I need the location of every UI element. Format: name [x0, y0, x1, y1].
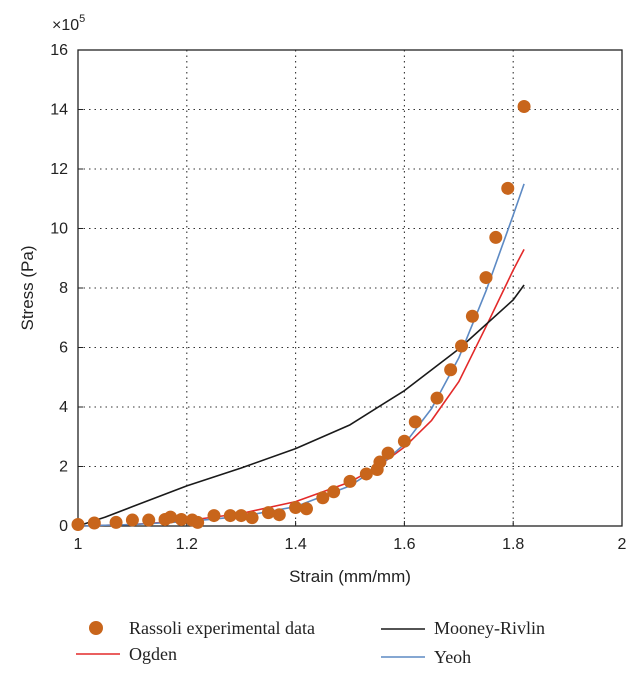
- legend-item-experimental: Rassoli experimental data: [89, 618, 315, 638]
- data-point-19: [327, 485, 341, 499]
- data-point-16: [289, 501, 303, 515]
- legend-item-ogden: Ogden: [76, 644, 177, 664]
- legend: Rassoli experimental data Mooney-Rivlin …: [76, 618, 545, 667]
- legend-label-mooney-rivlin: Mooney-Rivlin: [434, 618, 545, 638]
- data-point-21: [359, 467, 373, 481]
- y-axis-multiplier: ×105: [52, 13, 85, 34]
- tick-label-y-6: 12: [50, 161, 68, 178]
- data-point-11: [223, 509, 237, 523]
- data-point-6: [163, 510, 177, 524]
- data-point-3: [125, 513, 139, 527]
- data-point-24: [381, 446, 395, 460]
- data-point-32: [489, 230, 503, 244]
- y-axis-ticks: 0 2 4 6 8 10 12 14 16: [50, 42, 83, 535]
- tick-label-x-0: 1: [74, 536, 83, 553]
- data-point-9: [191, 515, 205, 529]
- tick-label-x-2: 1.4: [284, 536, 306, 553]
- x-axis-label: Strain (mm/mm): [289, 567, 411, 586]
- data-point-34: [517, 100, 531, 114]
- tick-label-x-3: 1.6: [393, 536, 415, 553]
- x-axis-ticks: 1 1.2 1.4 1.6 1.8 2: [74, 521, 627, 553]
- data-point-27: [430, 391, 444, 405]
- data-point-1: [87, 516, 101, 530]
- data-point-13: [245, 511, 259, 525]
- data-point-30: [465, 309, 479, 323]
- y-multiplier-exponent: 5: [79, 13, 85, 25]
- data-point-23: [373, 455, 387, 469]
- data-point-25: [397, 434, 411, 448]
- data-point-15: [272, 508, 286, 522]
- data-point-17: [299, 502, 313, 516]
- data-point-33: [501, 181, 515, 195]
- y-multiplier-base: ×10: [52, 17, 79, 34]
- series-layer: [71, 100, 531, 532]
- tick-label-y-0: 0: [59, 518, 68, 535]
- tick-label-y-8: 16: [50, 42, 68, 59]
- series-line-mooney-rivlin: [77, 284, 525, 527]
- legend-label-ogden: Ogden: [129, 644, 177, 664]
- data-point-2: [109, 515, 123, 529]
- tick-label-y-7: 14: [50, 102, 68, 119]
- data-point-12: [234, 509, 248, 523]
- legend-item-yeoh: Yeoh: [381, 647, 471, 667]
- tick-label-y-4: 8: [59, 280, 68, 297]
- tick-label-x-1: 1.2: [176, 536, 198, 553]
- data-point-14: [261, 506, 275, 520]
- series-line-ogden: [77, 248, 525, 527]
- legend-marker-experimental: [89, 621, 103, 635]
- tick-label-y-5: 10: [50, 221, 68, 238]
- data-point-10: [207, 509, 221, 523]
- data-point-7: [174, 512, 188, 526]
- y-axis-label: Stress (Pa): [18, 245, 37, 330]
- data-point-31: [479, 271, 493, 285]
- data-point-0: [71, 518, 85, 532]
- grid-lines: [78, 50, 622, 526]
- tick-label-x-4: 1.8: [502, 536, 524, 553]
- legend-label-experimental: Rassoli experimental data: [129, 618, 315, 638]
- data-point-18: [316, 491, 330, 505]
- tick-label-x-5: 2: [618, 536, 627, 553]
- tick-label-y-1: 2: [59, 459, 68, 476]
- legend-item-mooney-rivlin: Mooney-Rivlin: [381, 618, 545, 638]
- data-point-28: [444, 363, 458, 377]
- tick-label-y-3: 6: [59, 340, 68, 357]
- legend-label-yeoh: Yeoh: [434, 647, 471, 667]
- tick-label-y-2: 4: [59, 399, 68, 416]
- data-point-4: [142, 513, 156, 527]
- data-point-26: [408, 415, 422, 429]
- series-line-yeoh: [77, 183, 525, 527]
- data-point-20: [343, 474, 357, 488]
- data-point-29: [455, 339, 469, 353]
- series-points-rassoli-experimental-data: [71, 100, 531, 532]
